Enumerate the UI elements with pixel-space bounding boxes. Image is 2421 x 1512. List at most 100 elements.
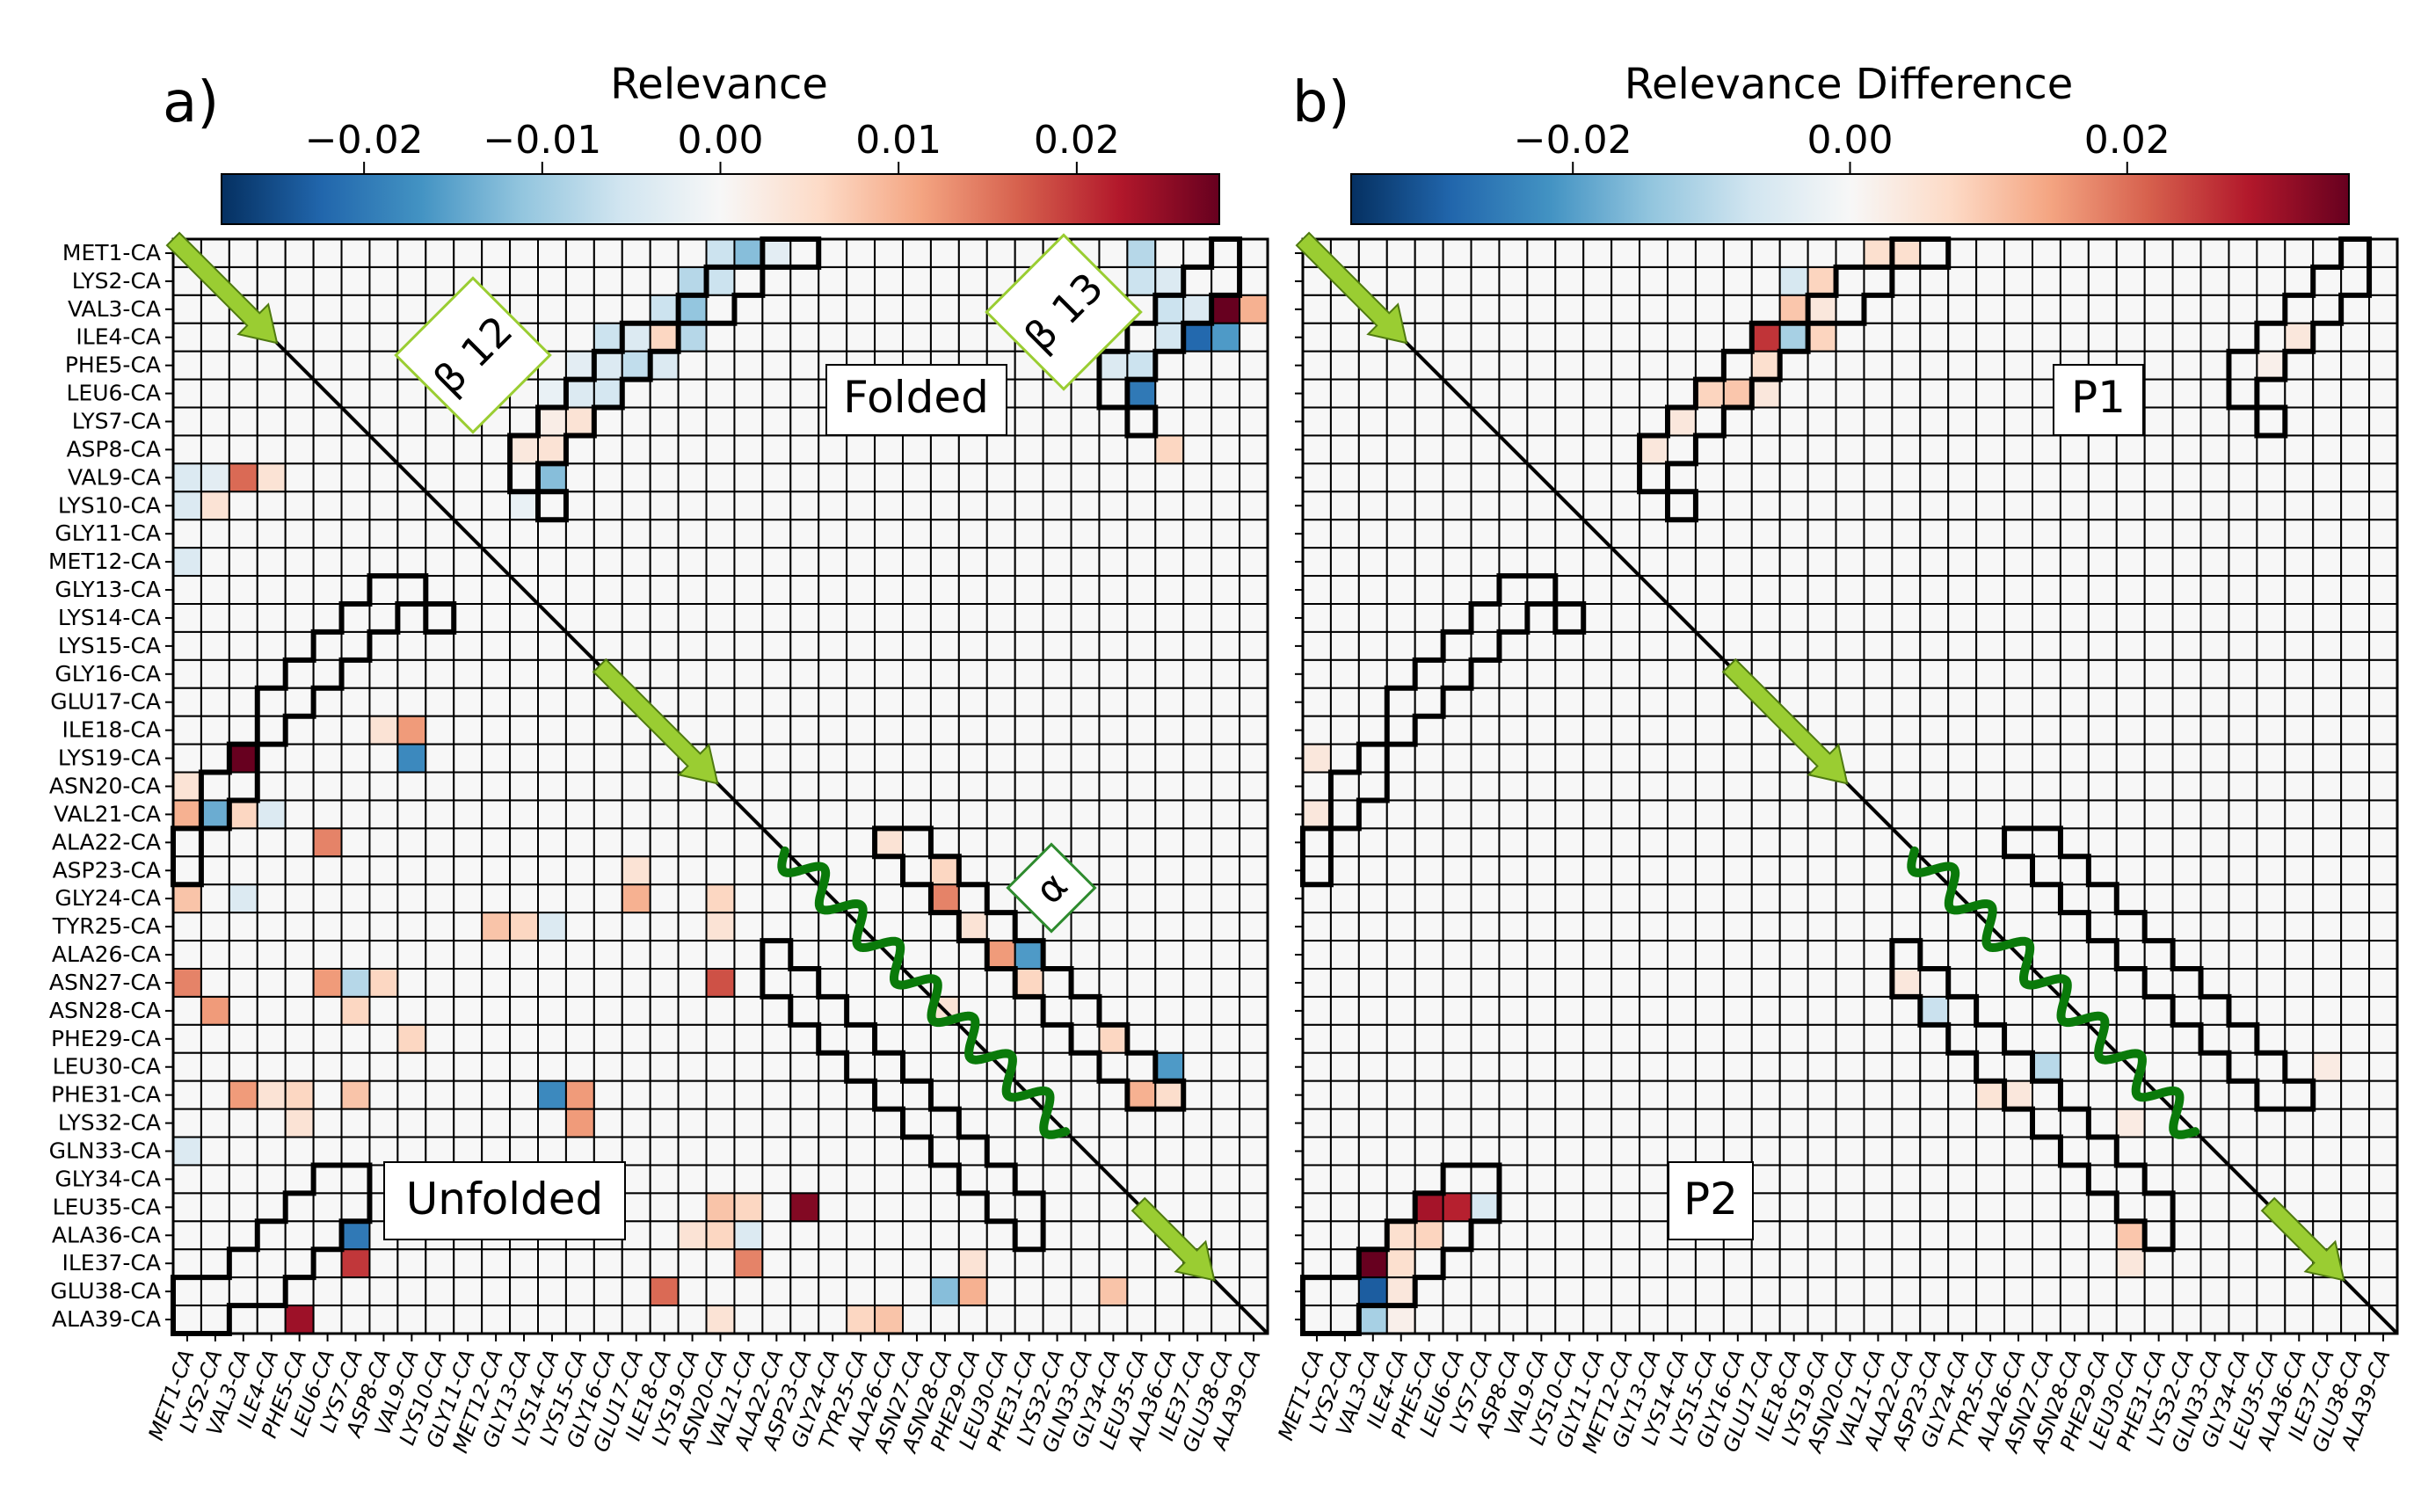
heatmap-cell (1357, 743, 1388, 774)
heatmap-cell (2171, 575, 2202, 606)
heatmap-cell (312, 1276, 343, 1307)
heatmap-cell (1070, 1079, 1101, 1110)
heatmap-cell (1863, 1108, 1894, 1138)
heatmap-cell (1639, 1051, 1669, 1082)
heatmap-cell (2199, 434, 2230, 465)
heatmap-cell (957, 238, 988, 268)
heatmap-cell (2003, 743, 2034, 774)
heatmap-cell (1526, 265, 1557, 296)
heatmap-cell (818, 238, 848, 268)
heatmap-cell (425, 968, 455, 998)
heatmap-cell (1414, 968, 1444, 998)
heatmap-cell (2059, 462, 2090, 493)
heatmap-cell (2199, 462, 2230, 493)
heatmap-cell (1357, 547, 1388, 578)
heatmap-cell (537, 462, 567, 493)
strand-arrow (165, 231, 279, 345)
heatmap-cell (564, 968, 595, 998)
heatmap-cell (593, 1079, 623, 1110)
heatmap-cell (1722, 855, 1753, 886)
heatmap-cell (200, 1220, 230, 1251)
heatmap-cell (789, 912, 820, 942)
heatmap-cell (1582, 238, 1613, 268)
heatmap-cell (1582, 799, 1613, 830)
heatmap-cell (228, 968, 258, 998)
heatmap-cell (200, 1164, 230, 1195)
heatmap-cell (1694, 771, 1725, 802)
heatmap-cell (2368, 406, 2399, 437)
heatmap-cell (256, 940, 287, 970)
heatmap-cell (1210, 350, 1241, 381)
heatmap-cell (1357, 883, 1388, 914)
heatmap-cell (621, 603, 651, 633)
heatmap-cell (2256, 519, 2286, 549)
heatmap-cell (2284, 406, 2315, 437)
heatmap-cell (284, 715, 315, 745)
heatmap-cell (705, 294, 736, 324)
heatmap-cell (200, 491, 230, 521)
heatmap-cell (284, 1051, 315, 1082)
heatmap-cell (1863, 743, 1894, 774)
heatmap-cell (1610, 519, 1641, 549)
heatmap-cell (1722, 715, 1753, 745)
heatmap-cell (2228, 743, 2258, 774)
heatmap-cell (2228, 350, 2258, 381)
heatmap-cell (1667, 1023, 1697, 1054)
heatmap-cell (2059, 1305, 2090, 1334)
heatmap-cell (1239, 350, 1269, 381)
heatmap-cell (985, 743, 1016, 774)
heatmap-cell (425, 912, 455, 942)
heatmap-cell (284, 322, 315, 353)
heatmap-cell (256, 1220, 287, 1251)
heatmap-cell (985, 462, 1016, 493)
y-tick-label: ALA22-CA (52, 829, 161, 854)
heatmap-cell (1582, 1136, 1613, 1167)
heatmap-cell (1694, 799, 1725, 830)
heatmap-cell (537, 406, 567, 437)
heatmap-cell (1975, 1248, 2006, 1279)
heatmap-cell (537, 940, 567, 970)
heatmap-cell (929, 1192, 960, 1223)
heatmap-cell (2003, 1023, 2034, 1054)
heatmap-cell (453, 827, 483, 858)
heatmap-cell (2171, 491, 2202, 521)
heatmap-cell (2284, 265, 2315, 296)
heatmap-cell (368, 378, 399, 409)
heatmap-cell (1526, 378, 1557, 409)
heatmap-cell (1835, 658, 1865, 689)
heatmap-cell (593, 1023, 623, 1054)
heatmap-cell (1694, 912, 1725, 942)
heatmap-cell (312, 603, 343, 633)
heatmap-cell (1385, 547, 1416, 578)
heatmap-cell (1610, 1276, 1641, 1307)
heatmap-cell (172, 406, 202, 437)
heatmap-cell (1554, 547, 1585, 578)
heatmap-cell (1182, 378, 1213, 409)
heatmap-cell (1526, 491, 1557, 521)
heatmap-cell (789, 1276, 820, 1307)
heatmap-cell (2143, 434, 2174, 465)
heatmap-cell (200, 350, 230, 381)
heatmap-cell (509, 1023, 540, 1054)
heatmap-cell (1070, 743, 1101, 774)
heatmap-cell (228, 1136, 258, 1167)
heatmap-cell (1302, 491, 1332, 521)
heatmap-cell (2087, 547, 2118, 578)
heatmap-cell (2087, 575, 2118, 606)
heatmap-cell (1042, 547, 1072, 578)
heatmap-cell (312, 406, 343, 437)
heatmap-cell (1098, 1276, 1129, 1307)
heatmap-cell (256, 238, 287, 268)
heatmap-cell (1329, 968, 1360, 998)
heatmap-cell (1639, 1192, 1669, 1223)
heatmap-cell (789, 265, 820, 296)
heatmap-cell (537, 1248, 567, 1279)
heatmap-cell (846, 322, 876, 353)
heatmap-cell (1070, 715, 1101, 745)
heatmap-cell (2003, 1276, 2034, 1307)
heatmap-cell (593, 743, 623, 774)
heatmap-cell (228, 1079, 258, 1110)
heatmap-cell (621, 491, 651, 521)
heatmap-cell (1098, 462, 1129, 493)
heatmap-cell (453, 715, 483, 745)
